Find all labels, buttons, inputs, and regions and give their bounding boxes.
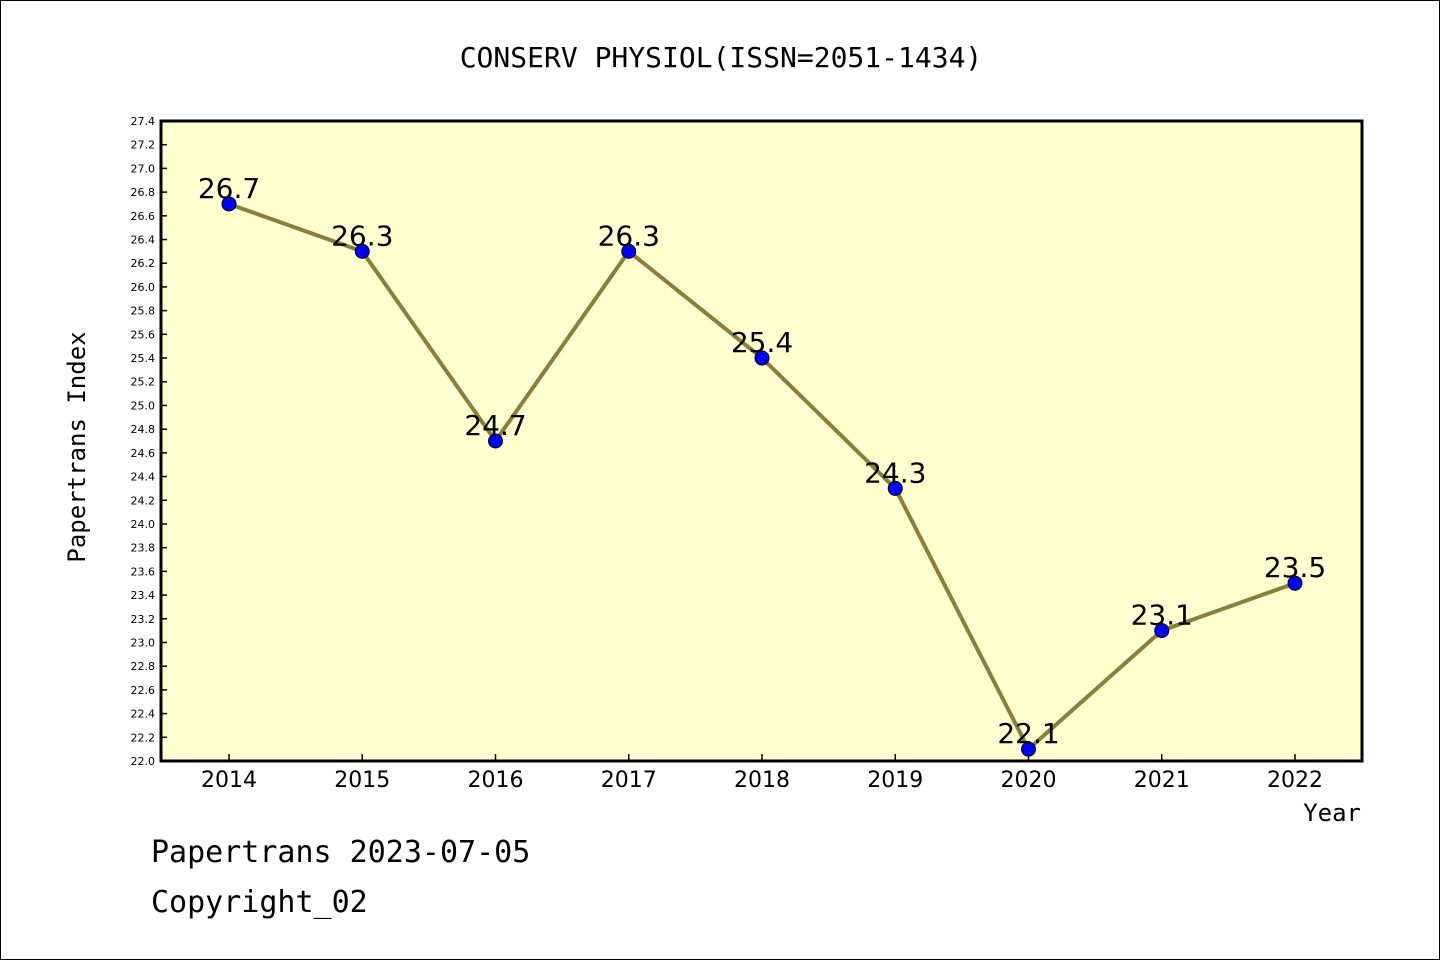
x-axis: 2014 2015 2016 2017 2018 2019 2020 2021 2022: [201, 754, 1323, 793]
footer-copyright: Copyright_02: [151, 885, 368, 920]
y-tick-label: 22.4: [131, 708, 156, 721]
footer-date: Papertrans 2023-07-05: [151, 835, 531, 870]
x-tick-label: 2014: [201, 768, 257, 793]
data-label: 26.3: [598, 219, 660, 252]
y-tick-label: 27.2: [131, 139, 156, 152]
y-axis: 22.0 22.2 22.4 22.6 22.8 23.0 23.2 23.4 23.6 23.8…: [131, 115, 167, 768]
data-point: [354, 243, 370, 259]
y-tick-label: 23.4: [131, 589, 156, 602]
x-tick-label: 2016: [468, 768, 524, 793]
y-tick-label: 22.2: [131, 731, 156, 744]
y-tick-label: 23.2: [131, 613, 156, 626]
y-tick-label: 24.6: [131, 447, 156, 460]
y-tick-label: 23.6: [131, 565, 156, 578]
plot-area: [159, 119, 1364, 763]
x-tick-label: 2019: [867, 768, 923, 793]
y-tick-label: 22.8: [131, 660, 156, 673]
data-point: [1021, 741, 1036, 757]
y-axis-label: Papertrans Index: [63, 331, 91, 562]
y-tick-label: 26.6: [131, 210, 156, 223]
y-tick-label: 24.4: [131, 471, 156, 484]
x-tick-label: 2022: [1267, 768, 1323, 793]
data-label: 26.7: [198, 172, 260, 205]
y-tick-label: 26.8: [131, 186, 156, 199]
y-tick-label: 24.8: [131, 423, 156, 436]
data-label: 25.4: [731, 326, 793, 359]
y-tick-label: 25.6: [131, 328, 156, 341]
data-label: 24.3: [864, 456, 926, 489]
x-tick-label: 2020: [1001, 768, 1057, 793]
y-tick-label: 23.8: [131, 542, 156, 555]
x-tick-label: 2021: [1134, 768, 1190, 793]
y-tick-label: 23.0: [131, 636, 156, 649]
data-point: [1154, 623, 1170, 639]
data-point: [1287, 575, 1303, 591]
x-axis-label: Year: [1303, 799, 1361, 827]
y-tick-label: 26.0: [131, 281, 156, 294]
data-point: [221, 196, 237, 212]
data-point: [488, 433, 503, 449]
x-tick-label: 2018: [734, 768, 790, 793]
y-tick-label: 25.2: [131, 376, 156, 389]
data-label: 23.1: [1131, 599, 1193, 632]
chart-title: CONSERV PHYSIOL(ISSN=2051-1434): [460, 41, 983, 74]
y-tick-label: 27.0: [131, 162, 156, 175]
data-point: [887, 480, 903, 496]
data-label: 22.1: [997, 717, 1059, 750]
data-label: 23.5: [1264, 551, 1326, 584]
x-tick-label: 2015: [334, 768, 390, 793]
data-point: [621, 243, 637, 259]
y-tick-label: 22.6: [131, 684, 156, 697]
series-layer: 26.7 26.3 24.7 26.3 25.4 24.3 22.1 23.1 23.5: [198, 172, 1326, 757]
y-tick-label: 25.0: [131, 399, 156, 412]
data-label: 26.3: [331, 219, 393, 252]
x-tick-label: 2017: [601, 768, 657, 793]
y-tick-label: 24.2: [131, 494, 156, 507]
y-tick-label: 26.4: [131, 234, 156, 247]
y-tick-label: 26.2: [131, 257, 156, 270]
y-tick-label: 22.0: [131, 755, 156, 768]
y-tick-label: 25.4: [131, 352, 156, 365]
data-point: [754, 350, 770, 366]
y-tick-label: 24.0: [131, 518, 156, 531]
data-label: 24.7: [464, 409, 526, 442]
y-tick-label: 25.8: [131, 305, 156, 318]
y-tick-label: 27.4: [131, 115, 156, 128]
